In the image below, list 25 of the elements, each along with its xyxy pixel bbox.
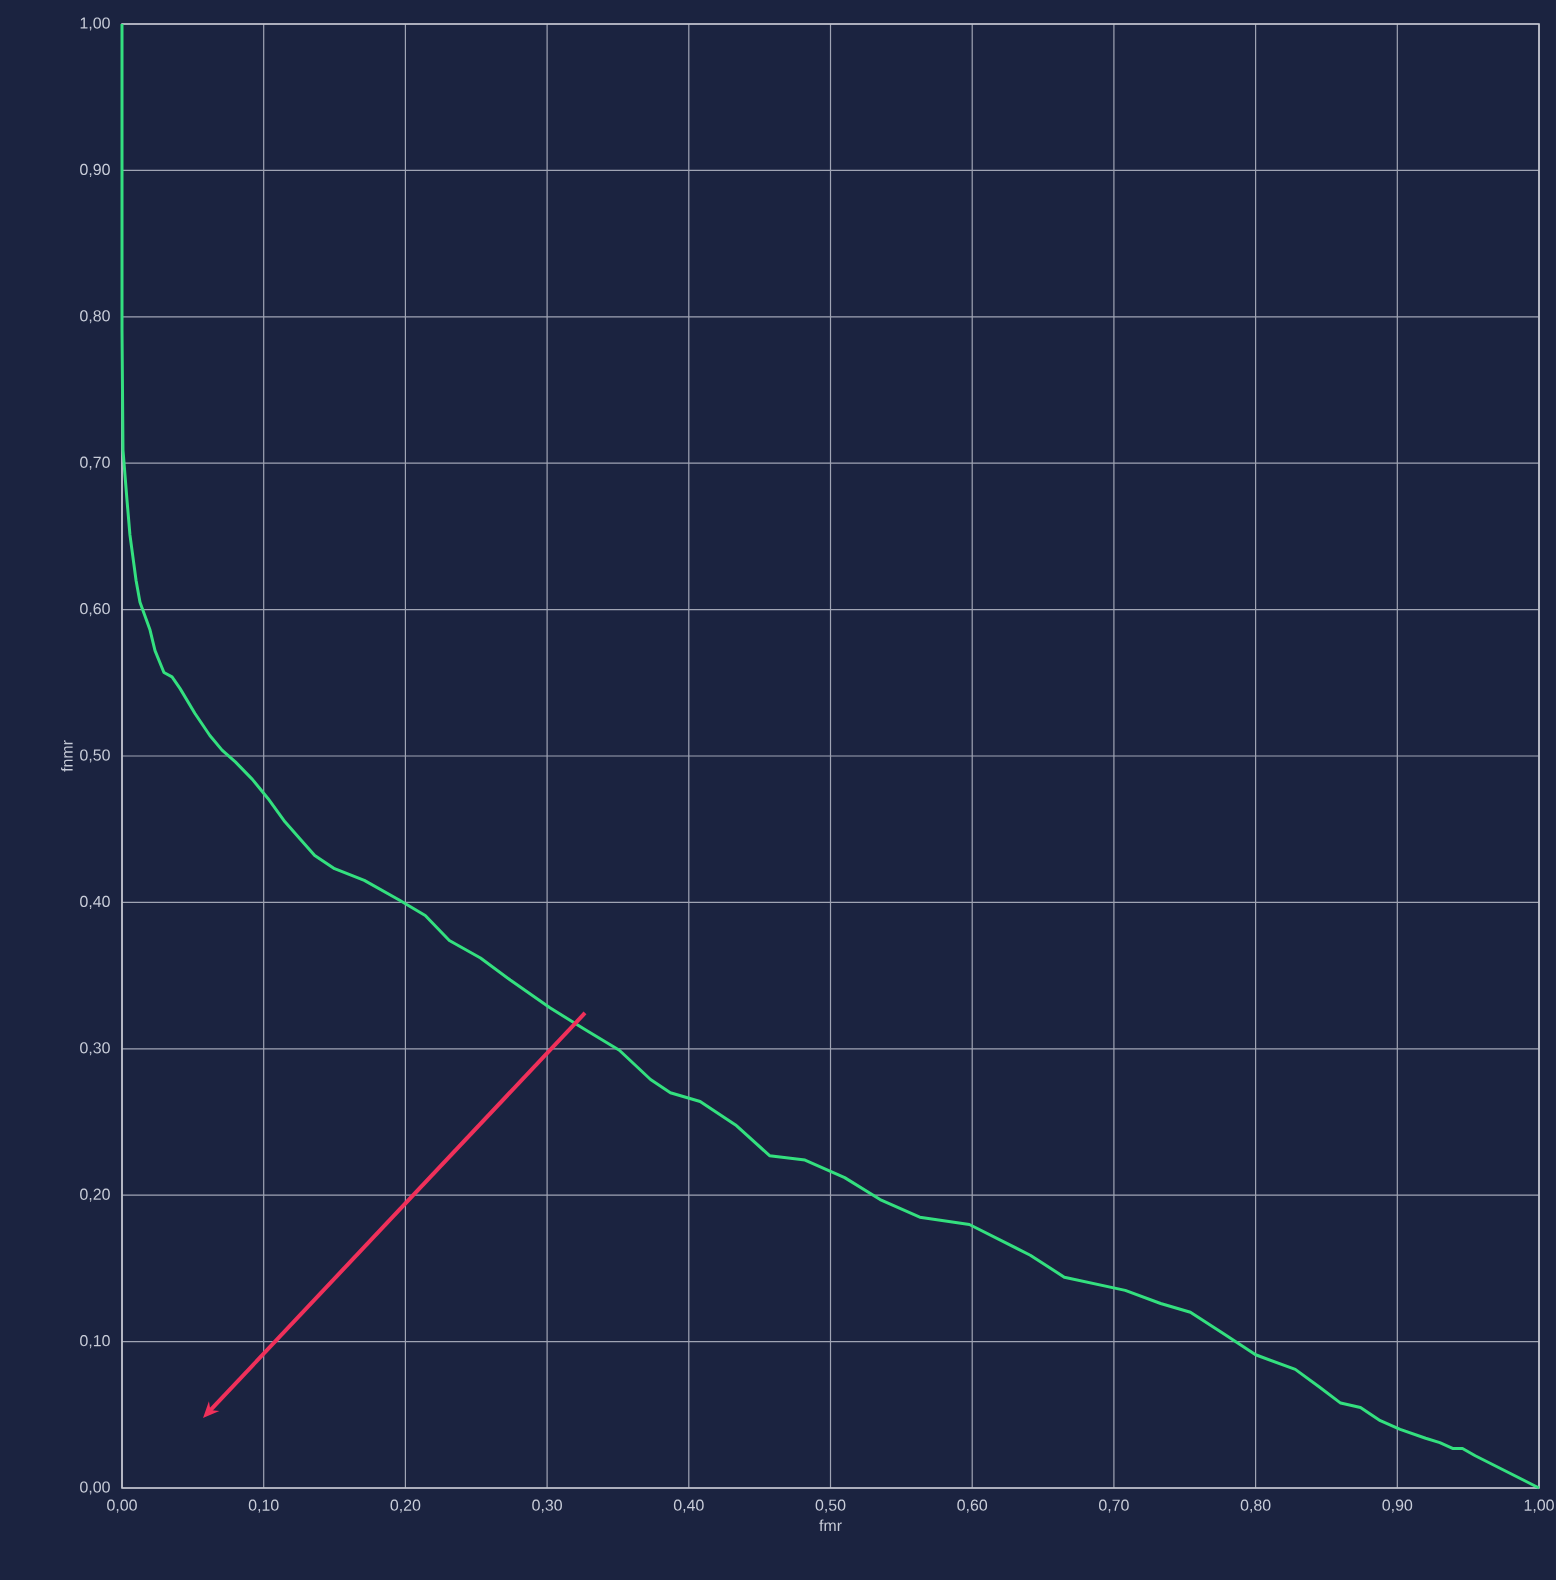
line-series xyxy=(120,22,1541,1490)
y-tick-label: 0,90 xyxy=(80,163,110,177)
y-tick-label: 0,00 xyxy=(80,1481,110,1495)
x-tick-label: 1,00 xyxy=(1524,1499,1554,1513)
x-tick-label: 0,70 xyxy=(1099,1499,1129,1513)
x-tick-label: 0,40 xyxy=(673,1499,704,1513)
x-tick-label: 0,00 xyxy=(107,1499,137,1513)
x-tick-label: 0,50 xyxy=(815,1499,846,1513)
x-tick-label: 0,90 xyxy=(1382,1499,1413,1513)
x-tick-label: 0,30 xyxy=(532,1499,562,1513)
y-tick-label: 1,00 xyxy=(80,17,110,31)
y-tick-label: 0,30 xyxy=(80,1042,110,1056)
x-axis-title: fmr xyxy=(819,1519,842,1532)
x-tick-label: 0,10 xyxy=(248,1499,279,1513)
y-tick-label: 0,10 xyxy=(80,1335,110,1349)
x-tick-label: 0,60 xyxy=(957,1499,988,1513)
y-tick-label: 0,70 xyxy=(80,456,110,470)
y-tick-label: 0,50 xyxy=(80,749,110,763)
y-tick-label: 0,20 xyxy=(80,1188,110,1202)
y-tick-label: 0,40 xyxy=(80,895,110,909)
x-tick-label: 0,20 xyxy=(390,1499,421,1513)
x-tick-label: 0,80 xyxy=(1240,1499,1271,1513)
y-tick-label: 0,60 xyxy=(80,603,110,617)
y-tick-label: 0,80 xyxy=(80,310,110,324)
y-axis-title: fnmr xyxy=(61,740,73,772)
